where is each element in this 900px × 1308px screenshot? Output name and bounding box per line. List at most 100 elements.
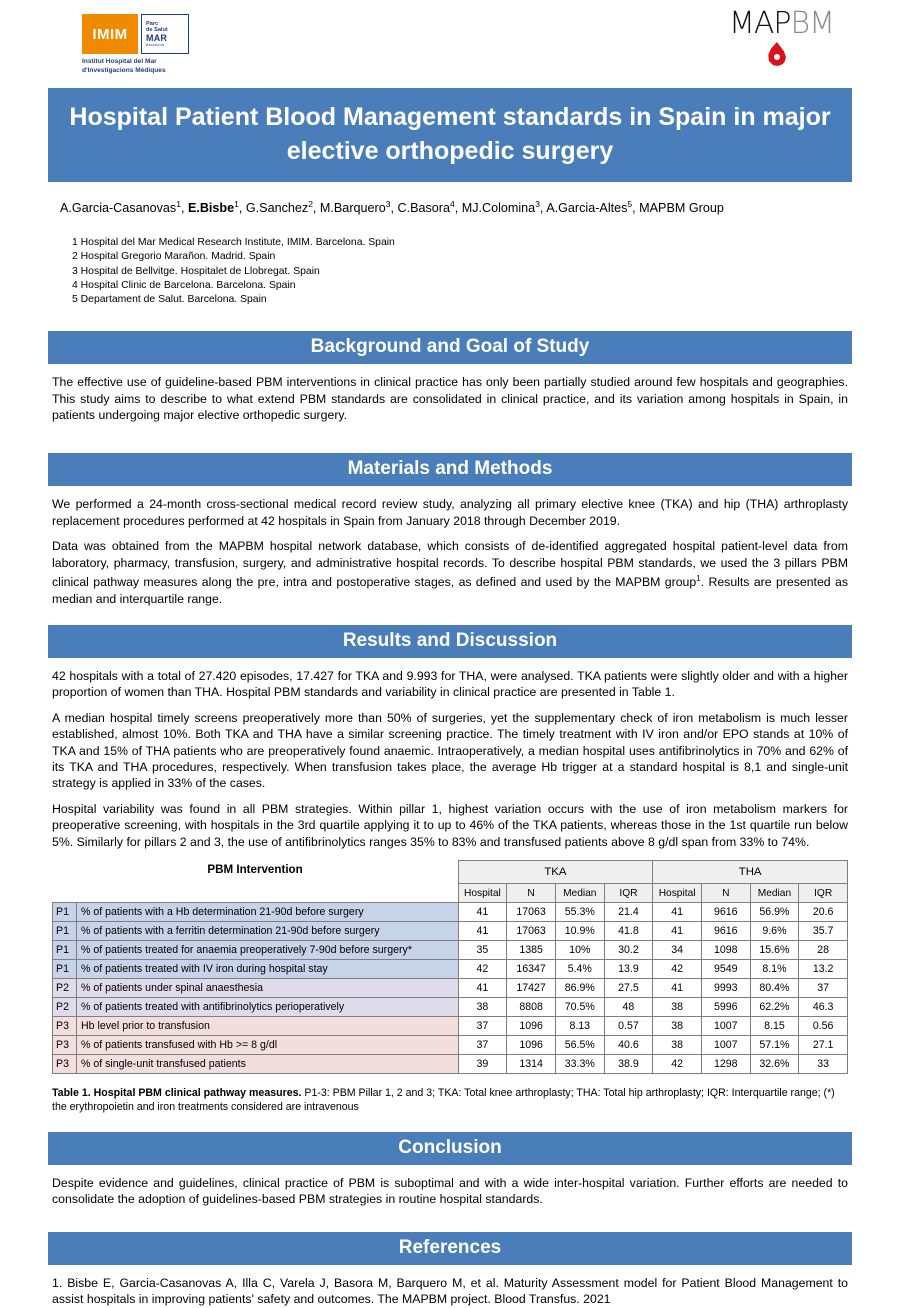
table-row: P1% of patients treated for anaemia preo… bbox=[52, 940, 848, 961]
cell-tha-iqr: 33 bbox=[798, 1054, 848, 1075]
pbm-intervention-header: PBM Intervention bbox=[207, 862, 303, 876]
sub-header-tka-median: Median bbox=[554, 883, 605, 904]
row-intervention-label: % of patients treated with antifibrinoly… bbox=[75, 997, 459, 1018]
cell-tha-iqr: 35.7 bbox=[798, 921, 848, 942]
cell-tha-median: 15.6% bbox=[749, 940, 800, 961]
imim-caption-line-1: Institut Hospital del Mar bbox=[82, 58, 157, 65]
cell-tha-iqr: 0.56 bbox=[798, 1016, 848, 1037]
cell-tka-iqr: 30.2 bbox=[603, 940, 654, 961]
sub-header-tha-hospital: Hospital bbox=[652, 883, 702, 904]
author-name: MAPBM Group bbox=[639, 201, 724, 215]
row-intervention-label: % of patients under spinal anaesthesia bbox=[75, 978, 459, 999]
cell-tka-hospital: 39 bbox=[457, 1054, 508, 1075]
author-affiliation-marker: 3 bbox=[535, 199, 540, 209]
author-affiliation-marker: 3 bbox=[385, 199, 391, 209]
cell-tha-median: 57.1% bbox=[749, 1035, 800, 1056]
methods-reference-marker: 1 bbox=[696, 574, 701, 584]
pbm-table-body: P1% of patients with a Hb determination … bbox=[52, 902, 848, 1075]
cell-tka-hospital: 41 bbox=[457, 921, 508, 942]
row-pillar-label: P2 bbox=[52, 978, 77, 999]
mapbm-wordmark: MAPBM bbox=[729, 6, 835, 41]
row-intervention-label: % of patients transfused with Hb >= 8 g/… bbox=[75, 1035, 459, 1056]
cell-tha-n: 9616 bbox=[700, 902, 751, 923]
author-affiliation-marker: 2 bbox=[308, 199, 313, 209]
row-intervention-label: % of patients treated with IV iron durin… bbox=[75, 959, 459, 980]
cell-tha-hospital: 41 bbox=[652, 921, 702, 942]
parc-de-salut-mar-mark: Parc de Salut MAR Barcelona bbox=[141, 14, 189, 54]
row-pillar-label: P1 bbox=[52, 940, 77, 961]
parc-line-2: de Salut bbox=[146, 27, 168, 33]
table-row: P1% of patients treated with IV iron dur… bbox=[52, 959, 848, 980]
author-label: MAPBM Group bbox=[639, 201, 724, 216]
cell-tha-n: 9993 bbox=[700, 978, 751, 999]
cell-tha-median: 32.6% bbox=[749, 1054, 800, 1075]
cell-tha-iqr: 46.3 bbox=[798, 997, 848, 1018]
cell-tka-n: 17063 bbox=[506, 921, 556, 942]
cell-tka-n: 16347 bbox=[506, 959, 556, 980]
cell-tka-median: 5.4% bbox=[554, 959, 605, 980]
cell-tha-iqr: 37 bbox=[798, 978, 848, 999]
table-caption-bold: Table 1. Hospital PBM clinical pathway m… bbox=[52, 1087, 302, 1100]
row-pillar-label: P1 bbox=[52, 959, 77, 980]
author-label: MJ.Colomina bbox=[461, 201, 536, 216]
author-name: E.Bisbe1 bbox=[187, 199, 239, 216]
author-name: MJ.Colomina3 bbox=[461, 199, 540, 216]
cell-tka-n: 17063 bbox=[506, 902, 556, 923]
row-pillar-label: P2 bbox=[52, 997, 77, 1018]
mapbm-text-map: MAP bbox=[729, 6, 791, 41]
author-affiliation-marker: 4 bbox=[449, 199, 455, 209]
cell-tka-n: 1096 bbox=[506, 1035, 556, 1056]
cell-tha-n: 1007 bbox=[700, 1016, 751, 1037]
author-affiliation-marker: 1 bbox=[234, 199, 239, 209]
cell-tha-n: 1007 bbox=[700, 1035, 751, 1056]
cell-tha-median: 9.6% bbox=[749, 921, 800, 942]
affiliation-item: 5 Departament de Salut. Barcelona. Spain bbox=[72, 294, 267, 305]
row-pillar-label: P3 bbox=[52, 1054, 77, 1075]
row-pillar-label: P3 bbox=[52, 1016, 77, 1037]
row-intervention-label: Hb level prior to transfusion bbox=[75, 1016, 459, 1037]
cell-tka-iqr: 40.6 bbox=[603, 1035, 654, 1056]
cell-tha-median: 80.4% bbox=[749, 978, 800, 999]
table-row: P3% of patients transfused with Hb >= 8 … bbox=[52, 1035, 848, 1056]
cell-tha-hospital: 38 bbox=[652, 1035, 702, 1056]
cell-tha-n: 1298 bbox=[700, 1054, 751, 1075]
cell-tka-iqr: 38.9 bbox=[603, 1054, 654, 1075]
cell-tka-median: 8.13 bbox=[554, 1016, 605, 1037]
cell-tka-iqr: 13.9 bbox=[603, 959, 654, 980]
poster-title: Hospital Patient Blood Management standa… bbox=[48, 88, 852, 182]
methods-paragraph-3-text: Results are presented as median and inte… bbox=[52, 575, 848, 606]
group-header-tka: TKA bbox=[457, 860, 654, 885]
cell-tha-n: 5996 bbox=[700, 997, 751, 1018]
cell-tka-hospital: 41 bbox=[457, 902, 508, 923]
author-affiliation-marker: 1 bbox=[176, 199, 181, 209]
parc-line-3: MAR bbox=[146, 33, 168, 43]
affiliation-item: 4 Hospital Clinic de Barcelona. Barcelon… bbox=[72, 279, 296, 291]
section-header-conclusion: Conclusion bbox=[48, 1132, 852, 1166]
results-paragraph-2: A median hospital timely screens preoper… bbox=[52, 710, 848, 791]
section-header-references: References bbox=[48, 1231, 852, 1265]
row-pillar-label: P1 bbox=[52, 902, 77, 923]
row-intervention-label: % of patients treated for anaemia preope… bbox=[75, 940, 459, 961]
author-label: A.Garcia-Altes bbox=[546, 201, 628, 216]
cell-tha-iqr: 28 bbox=[798, 940, 848, 961]
cell-tka-hospital: 35 bbox=[457, 940, 508, 961]
imim-caption: Institut Hospital del Mar d'Investigacio… bbox=[82, 58, 190, 75]
author-label: A.Garcia-Casanovas bbox=[60, 201, 177, 216]
methods-paragraph-1: We performed a 24-month cross-sectional … bbox=[52, 497, 848, 528]
cell-tha-median: 8.1% bbox=[749, 959, 800, 980]
cell-tka-iqr: 0.57 bbox=[603, 1016, 654, 1037]
cell-tha-hospital: 34 bbox=[652, 940, 702, 961]
imim-wordmark: IMIM bbox=[82, 14, 138, 54]
author-label: E.Bisbe bbox=[187, 201, 235, 216]
table-row: P1% of patients with a Hb determination … bbox=[52, 902, 848, 923]
cell-tha-hospital: 41 bbox=[652, 978, 702, 999]
cell-tka-median: 86.9% bbox=[554, 978, 605, 999]
author-name: C.Basora4 bbox=[397, 199, 455, 215]
table-caption: Table 1. Hospital PBM clinical pathway m… bbox=[52, 1086, 848, 1114]
table-row: P2% of patients under spinal anaesthesia… bbox=[52, 978, 848, 999]
cell-tka-iqr: 27.5 bbox=[603, 978, 654, 999]
section-header-methods: Materials and Methods bbox=[48, 453, 852, 487]
table-row: P1% of patients with a ferritin determin… bbox=[52, 921, 848, 942]
cell-tha-iqr: 20.6 bbox=[798, 902, 848, 923]
logo-strip: IMIM Parc de Salut MAR Barcelona Institu… bbox=[0, 0, 900, 88]
